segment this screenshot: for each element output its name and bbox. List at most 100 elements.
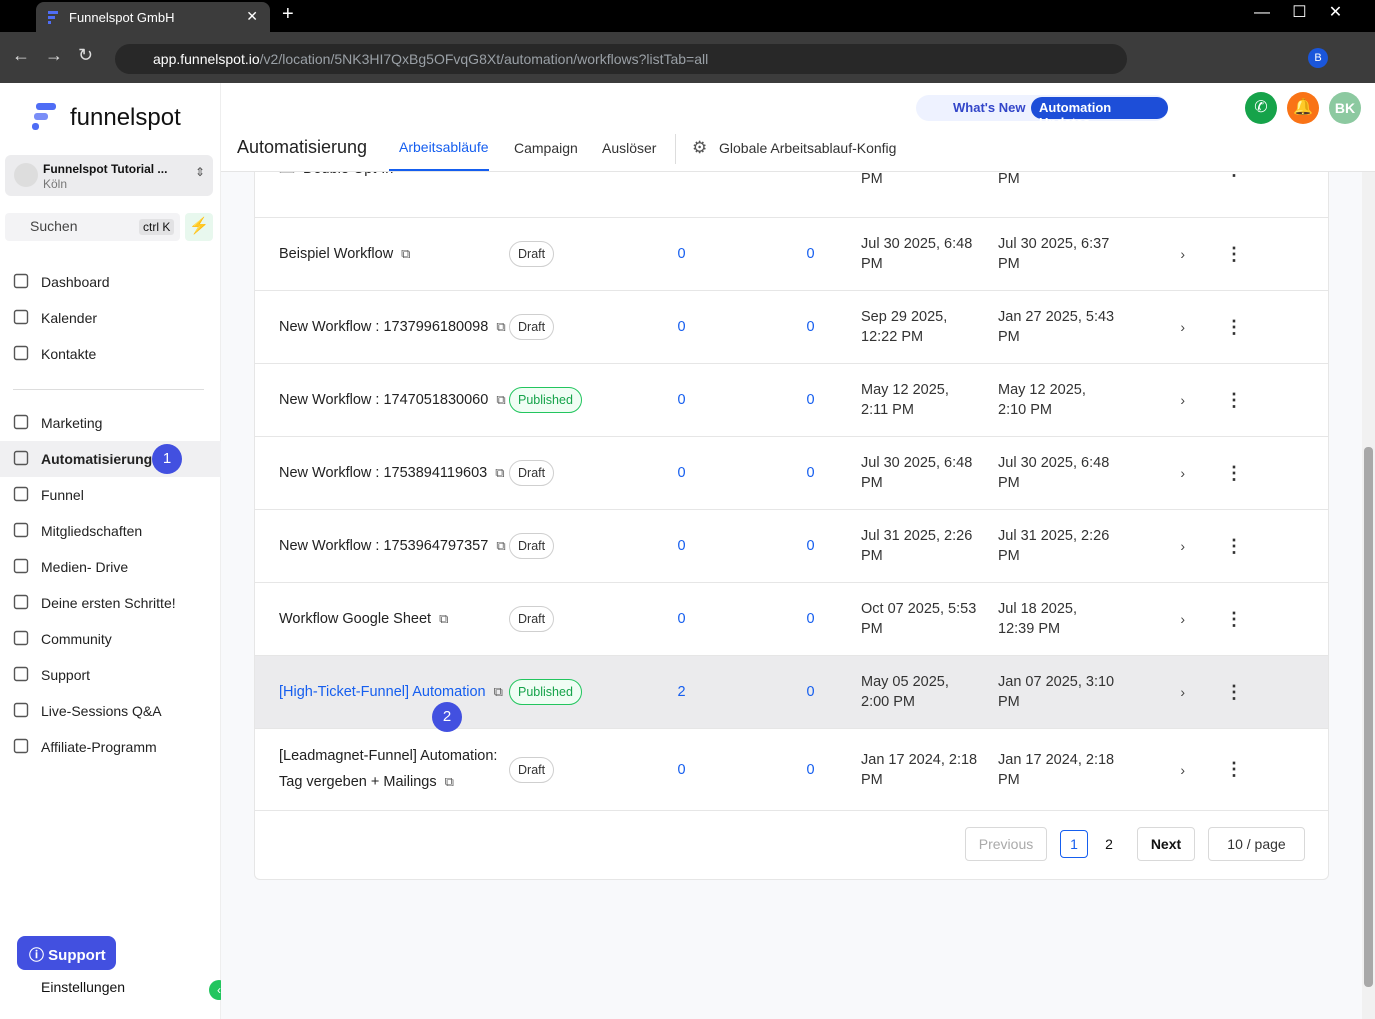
open-chevron[interactable]: › <box>1180 684 1185 700</box>
row-menu[interactable]: ⋮ <box>1225 316 1243 337</box>
workflow-name[interactable]: 🗀 Double Opt-In <box>255 172 509 182</box>
page-size[interactable]: 10 / page <box>1208 827 1305 861</box>
row-menu[interactable]: ⋮ <box>1225 759 1243 779</box>
table-row[interactable]: [Leadmagnet-Funnel] Automation: Tag verg… <box>255 729 1328 811</box>
phone[interactable]: ✆ <box>1245 92 1277 124</box>
table-row[interactable]: Workflow Google Sheet ⧉ Draft 0 0 Oct 07 2025… <box>255 583 1328 656</box>
table-row[interactable]: Beispiel Workflow ⧉ Draft 0 0 Jul 30 2025, 6:… <box>255 218 1328 291</box>
open-chevron[interactable]: › <box>1180 465 1185 481</box>
name-text: New Workflow : 1753964797357 <box>279 538 489 554</box>
name-text: [Leadmagnet-Funnel] Automation: Tag verg… <box>279 748 498 790</box>
row-menu[interactable]: ⋮ <box>1225 462 1243 483</box>
account-switcher[interactable]: Funnelspot Tutorial ... Köln ⇕ <box>5 155 213 196</box>
profile[interactable]: B <box>1308 48 1328 68</box>
tab[interactable]: Campaign <box>514 140 578 156</box>
avatar[interactable]: BK <box>1329 92 1361 124</box>
workflow-name[interactable]: New Workflow : 1737996180098 ⧉ <box>255 314 509 340</box>
open-link[interactable]: ⧉ <box>493 684 503 699</box>
open-chevron[interactable]: › <box>1180 611 1185 627</box>
row-menu[interactable]: ⋮ <box>1225 389 1243 410</box>
tab-close[interactable]: ✕ <box>246 8 258 24</box>
nav-item[interactable]: Funnel <box>0 477 221 513</box>
page-button[interactable]: 1 <box>1060 830 1088 858</box>
table-row[interactable]: [High-Ticket-Funnel] Automation ⧉ Publishe… <box>255 656 1328 732</box>
workflow-name[interactable]: New Workflow : 1747051830060 ⧉ <box>255 387 509 413</box>
open-chevron[interactable]: › <box>1180 761 1185 778</box>
open-link[interactable]: ⧉ <box>401 246 411 261</box>
workflow-name[interactable]: New Workflow : 1753964797357 ⧉ <box>255 533 509 559</box>
workflow-name[interactable]: [Leadmagnet-Funnel] Automation: Tag verg… <box>255 744 509 795</box>
nav-item[interactable]: Deine ersten Schritte! <box>0 585 221 621</box>
workflow-name[interactable]: Workflow Google Sheet ⧉ <box>255 606 509 632</box>
table-row[interactable]: New Workflow : 1737996180098 ⧉ Draft 0 0 Sep … <box>255 291 1328 364</box>
quick-action[interactable]: ⚡ <box>185 213 213 241</box>
page-button[interactable]: 2 <box>1095 830 1123 858</box>
support-button[interactable]: ⓘ Support <box>17 936 116 970</box>
scroll-thumb[interactable] <box>1364 447 1373 987</box>
whats-new[interactable]: What's New Automation Updates <box>916 95 1168 130</box>
row-menu[interactable]: ⋮ <box>1225 172 1275 180</box>
row-menu[interactable]: ⋮ <box>1225 681 1243 702</box>
nav-item[interactable]: Affiliate-Programm <box>0 729 221 765</box>
updated: Jan 07 2025, 3:10 PM <box>998 674 1115 710</box>
new-tab[interactable]: + <box>282 3 294 25</box>
table-viewport: 🗀 Double Opt-In Jul 11 2024, 4:29 PM Jul 11… <box>221 172 1362 1019</box>
created: Sep 29 2025, 12:22 PM <box>861 309 948 345</box>
open-chevron[interactable]: › <box>1180 538 1185 554</box>
workflow-name[interactable]: Beispiel Workflow ⧉ <box>255 241 509 267</box>
status-pill: Draft <box>509 314 555 340</box>
open-link[interactable]: ⧉ <box>439 611 449 626</box>
chevron: ⇕ <box>194 165 205 179</box>
nav-item[interactable]: Kalender <box>0 300 221 336</box>
nav-label: Marketing <box>41 415 103 431</box>
support-label: Support <box>48 947 106 964</box>
nav-item[interactable]: Medien- Drive <box>0 549 221 585</box>
row-menu[interactable]: ⋮ <box>1225 243 1243 264</box>
open-chevron[interactable]: › <box>1180 392 1185 408</box>
row-menu[interactable]: ⋮ <box>1225 608 1243 629</box>
nav-item[interactable]: Kontakte <box>0 336 221 372</box>
row-menu[interactable]: ⋮ <box>1225 535 1243 556</box>
tab[interactable]: Arbeitsabläufe <box>389 139 489 171</box>
name-text: [High-Ticket-Funnel] Automation <box>279 684 486 700</box>
open-link[interactable]: ⧉ <box>496 319 506 334</box>
open-link[interactable]: ⧉ <box>495 465 505 480</box>
tab[interactable]: Auslöser <box>602 140 657 156</box>
enrolled: 0 <box>677 246 686 262</box>
workflow-name[interactable]: [High-Ticket-Funnel] Automation ⧉ <box>255 679 509 705</box>
enrolled: 2 <box>677 684 686 700</box>
nav-icon <box>13 702 29 718</box>
table-row[interactable]: 🗀 Double Opt-In Jul 11 2024, 4:29 PM Jul 11… <box>255 172 1328 218</box>
nav-item[interactable]: Live-Sessions Q&A <box>0 693 221 729</box>
open-chevron[interactable]: › <box>1180 246 1185 262</box>
prev-button[interactable]: Previous <box>965 827 1047 861</box>
next-button[interactable]: Next <box>1137 827 1195 861</box>
status-pill: Draft <box>509 533 555 559</box>
workflow-name[interactable]: New Workflow : 1753894119603 ⧉ <box>255 460 509 486</box>
nav-item[interactable]: Community <box>0 621 221 657</box>
open-link[interactable]: ⧉ <box>496 392 506 407</box>
status-cell: Draft <box>509 756 621 783</box>
tab[interactable]: Globale Arbeitsablauf-Konfig <box>719 140 897 156</box>
open-chevron[interactable]: › <box>1180 319 1185 335</box>
table-row[interactable]: New Workflow : 1747051830060 ⧉ Published 0 0… <box>255 364 1328 437</box>
nav-item[interactable]: Mitgliedschaften <box>0 513 221 549</box>
nav-item[interactable]: Automatisierung 1 <box>0 441 221 477</box>
table-row[interactable]: New Workflow : 1753964797357 ⧉ Draft 0 0 Jul … <box>255 510 1328 583</box>
window-controls[interactable]: — ☐ ✕ <box>1254 4 1343 21</box>
open-link[interactable]: ⧉ <box>444 774 454 789</box>
url-field[interactable]: app.funnelspot.io/v2/location/5NK3HI7QxB… <box>115 44 1127 74</box>
settings[interactable]: Einstellungen <box>41 979 126 995</box>
nav-label: Automatisierung <box>41 451 153 467</box>
scrollbar[interactable] <box>1362 172 1375 1019</box>
workflow-table: 🗀 Double Opt-In Jul 11 2024, 4:29 PM Jul 11… <box>254 172 1329 880</box>
notifications[interactable]: 🔔 <box>1287 92 1319 124</box>
browser-tab[interactable]: Funnelspot GmbH ✕ <box>36 2 270 32</box>
nav-item[interactable]: Dashboard <box>0 264 221 300</box>
nav-item[interactable]: Marketing <box>0 405 221 441</box>
nav-item[interactable]: Support <box>0 657 221 693</box>
nav-buttons[interactable]: ← → ↻ <box>12 45 94 65</box>
search[interactable]: Suchen ctrl K <box>5 213 180 241</box>
table-row[interactable]: New Workflow : 1753894119603 ⧉ Draft 0 0 Jul … <box>255 437 1328 510</box>
open-link[interactable]: ⧉ <box>496 538 506 553</box>
